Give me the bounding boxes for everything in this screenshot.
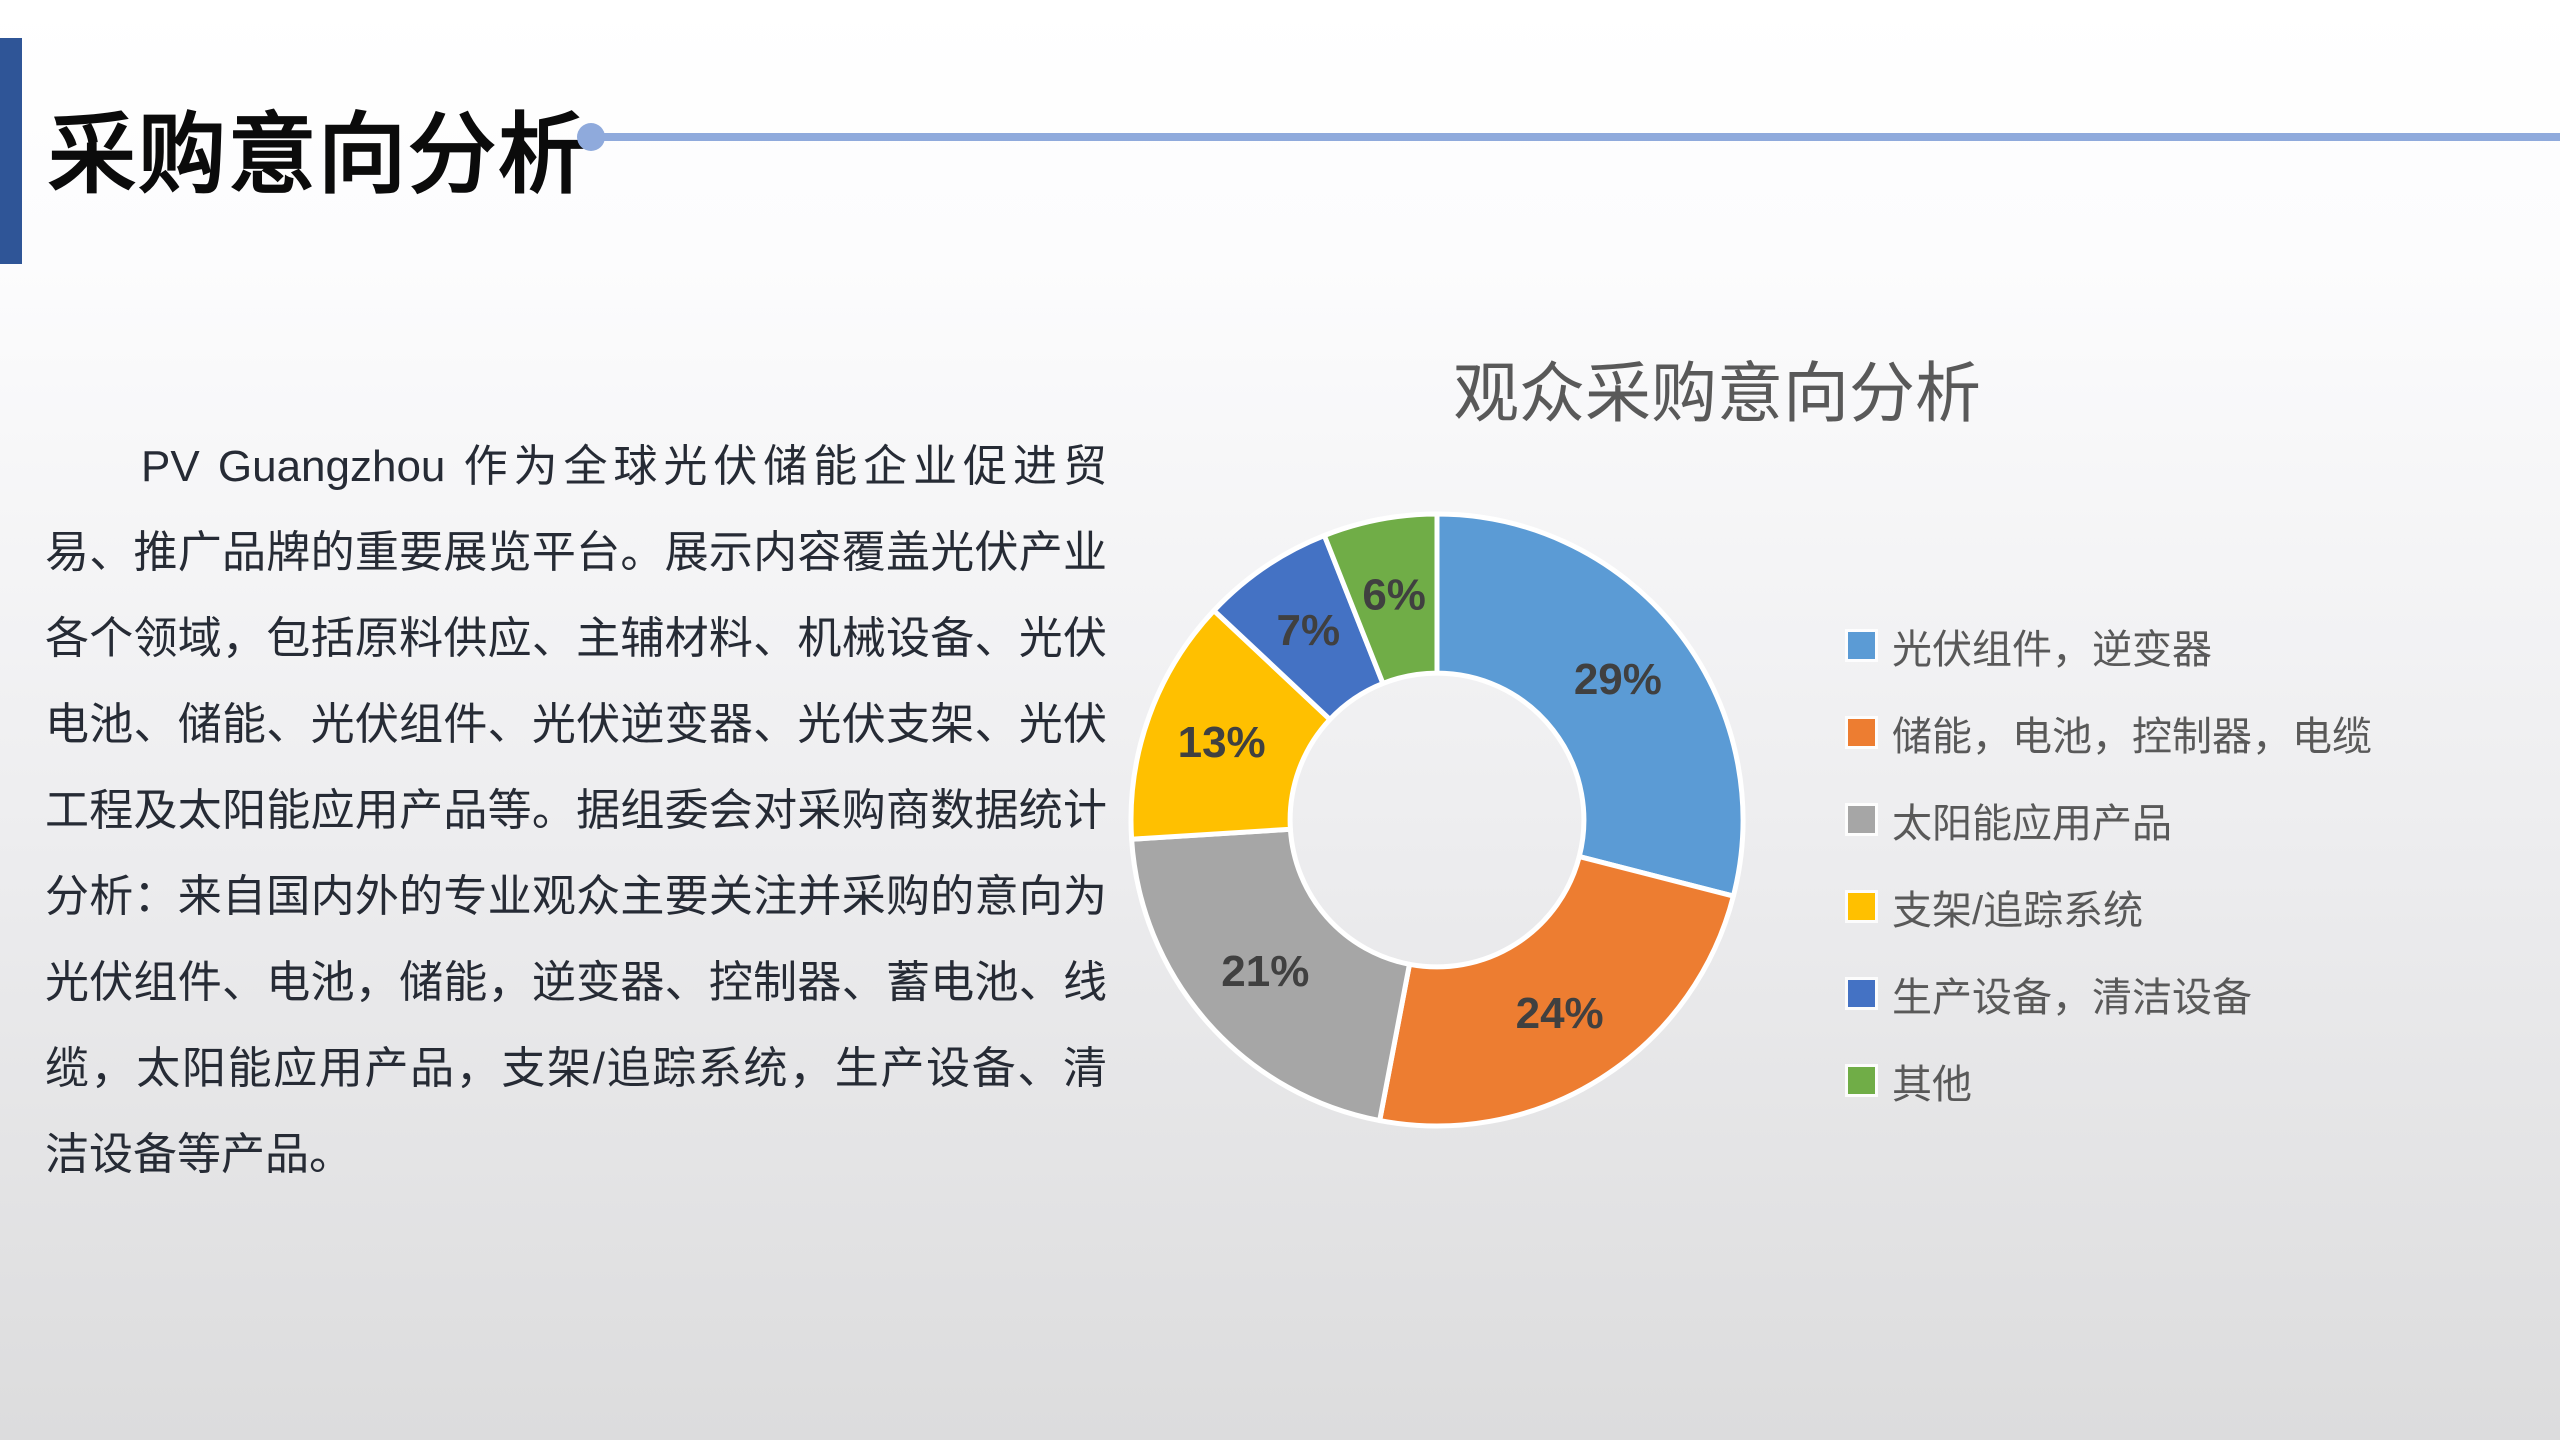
slice-data-label-6: 6%: [1362, 571, 1426, 620]
legend-swatch-1: [1848, 632, 1875, 659]
legend-swatch-6: [1848, 1067, 1875, 1094]
legend-swatch-5: [1848, 980, 1875, 1007]
legend-label-5: 生产设备，清洁设备: [1892, 975, 2252, 1020]
legend-item-4: 支架/追踪系统: [1848, 863, 2372, 950]
chart-title: 观众采购意向分析: [1453, 356, 1981, 430]
legend-label-2: 储能，电池，控制器，电缆: [1892, 714, 2372, 759]
donut-chart: 29% 24% 21% 13% 7% 6%: [1128, 511, 1746, 1129]
legend-swatch-3: [1848, 806, 1875, 833]
chart-legend: 光伏组件，逆变器储能，电池，控制器，电缆 太阳能应用产品 支架/追踪系统生产设备，清…: [1848, 602, 2372, 1124]
title-accent-bar: [0, 38, 22, 264]
donut-slice-2: [1377, 854, 1736, 1129]
body-paragraph: PV Guangzhou 作为全球光伏储能企业促进贸易、推广品牌的重要展览平台。…: [45, 442, 1107, 1179]
donut-slice-3: [1129, 826, 1412, 1124]
donut-slice-4: [1128, 608, 1333, 842]
donut-slice-6: [1321, 511, 1440, 686]
title-rule-line: [601, 133, 2560, 141]
slice-data-label-4: 13%: [1178, 718, 1266, 767]
donut-slice-1: [1434, 511, 1746, 899]
legend-item-3: 太阳能应用产品: [1848, 776, 2372, 863]
legend-item-6: 其他: [1848, 1037, 2372, 1124]
legend-swatch-2: [1848, 719, 1875, 746]
page-title: 采购意向分析: [48, 105, 589, 204]
title-rule-dot-icon: [577, 123, 605, 151]
legend-item-1: 光伏组件，逆变器: [1848, 602, 2372, 689]
legend-swatch-4: [1848, 893, 1875, 920]
legend-item-2: 储能，电池，控制器，电缆: [1848, 689, 2372, 776]
legend-label-1: 光伏组件，逆变器: [1892, 627, 2212, 672]
slice-data-label-3: 21%: [1221, 947, 1309, 996]
slice-data-label-5: 7%: [1277, 606, 1341, 655]
legend-label-3: 太阳能应用产品: [1892, 801, 2172, 846]
legend-label-4: 支架/追踪系统: [1892, 888, 2144, 933]
slice-data-label-2: 24%: [1516, 989, 1604, 1038]
legend-label-6: 其他: [1892, 1062, 1972, 1107]
legend-item-5: 生产设备，清洁设备: [1848, 950, 2372, 1037]
slice-data-label-1: 29%: [1574, 655, 1662, 704]
